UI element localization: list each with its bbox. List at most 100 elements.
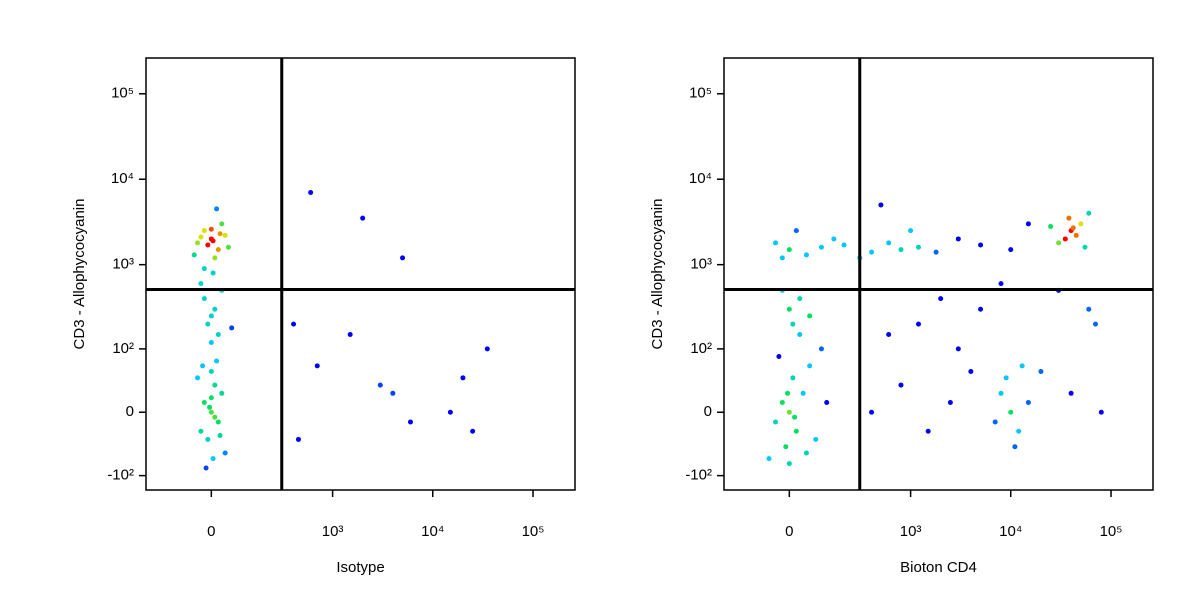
event-dot	[308, 189, 314, 195]
event-dot	[886, 332, 892, 338]
y-tick-label: 10⁴	[689, 170, 712, 187]
y-tick-label: 10⁴	[111, 170, 134, 187]
event-dot	[198, 281, 204, 287]
event-dot	[1012, 444, 1018, 450]
event-dot	[1008, 409, 1014, 415]
event-dot	[938, 296, 944, 302]
plot-frame	[145, 57, 576, 491]
event-dot	[773, 419, 779, 425]
x-tick-label: 10⁴	[999, 523, 1022, 540]
event-dot	[955, 346, 961, 352]
event-dot	[212, 414, 218, 420]
event-dot	[215, 332, 221, 338]
event-dot	[933, 249, 939, 255]
event-dot	[1086, 306, 1092, 312]
y-axis-label: CD3 - Allophycocyanin	[71, 199, 88, 350]
event-dot	[1068, 390, 1074, 396]
event-dot	[992, 419, 998, 425]
y-tick-label: -10²	[107, 467, 134, 484]
plot-frame	[723, 57, 1154, 491]
event-dot	[470, 428, 476, 434]
event-dot	[407, 419, 413, 425]
event-dot	[295, 436, 301, 442]
event-dot	[813, 436, 819, 442]
event-dot	[886, 240, 892, 246]
x-axis-label: Isotype	[336, 559, 384, 576]
event-dot	[790, 321, 796, 327]
event-dot	[978, 306, 984, 312]
event-dot	[915, 321, 921, 327]
event-dot	[925, 428, 931, 434]
event-dot	[195, 375, 201, 381]
event-dot	[208, 226, 214, 232]
event-dot	[400, 255, 406, 261]
event-dot	[222, 450, 228, 456]
event-dot	[1048, 223, 1054, 229]
event-dot	[790, 375, 796, 381]
event-dot	[229, 325, 235, 331]
event-dot	[214, 206, 220, 212]
event-dot	[803, 252, 809, 258]
event-dot	[783, 444, 789, 450]
event-dot	[222, 232, 228, 238]
x-tick-label: 10⁵	[522, 523, 545, 540]
event-dot	[824, 399, 830, 405]
y-tick-label: 10⁵	[689, 85, 712, 102]
event-dot	[1025, 399, 1031, 405]
event-dot	[779, 255, 785, 261]
event-dot	[214, 358, 220, 364]
event-dot	[212, 306, 218, 312]
event-dot	[191, 252, 197, 258]
event-dot	[208, 313, 214, 319]
event-dot	[1016, 428, 1022, 434]
y-axis-label: CD3 - Allophycocyanin	[649, 199, 666, 350]
y-tick-label: 0	[126, 403, 134, 420]
event-dot	[915, 244, 921, 250]
event-dot	[878, 202, 884, 208]
event-dot	[898, 247, 904, 253]
y-tick-label: 10²	[112, 340, 134, 357]
event-dot	[217, 432, 223, 438]
event-dot	[195, 240, 201, 246]
event-dot	[390, 390, 396, 396]
event-dot	[1078, 221, 1084, 227]
event-dot	[807, 313, 813, 319]
event-dot	[818, 346, 824, 352]
event-dot	[207, 404, 213, 410]
event-dot	[792, 414, 798, 420]
event-dot	[998, 281, 1004, 287]
event-dot	[786, 409, 792, 415]
event-dot	[786, 247, 792, 253]
event-dot	[208, 395, 214, 401]
event-dot	[978, 242, 984, 248]
event-dot	[291, 321, 297, 327]
x-tick-label: 0	[785, 523, 793, 540]
event-dot	[210, 270, 216, 276]
event-dot	[998, 390, 1004, 396]
event-dot	[210, 238, 216, 244]
event-dot	[793, 428, 799, 434]
event-dot	[1056, 240, 1062, 246]
event-dot	[797, 296, 803, 302]
event-dot	[208, 368, 214, 374]
event-dot	[776, 354, 782, 360]
event-dot	[225, 244, 231, 250]
event-dot	[773, 240, 779, 246]
event-dot	[201, 399, 207, 405]
event-dot	[1062, 236, 1068, 242]
event-dot	[1092, 321, 1098, 327]
event-dot	[908, 228, 914, 234]
event-dot	[779, 399, 785, 405]
event-dot	[797, 332, 803, 338]
event-dot	[447, 409, 453, 415]
event-dot	[217, 231, 223, 237]
event-dot	[785, 390, 791, 396]
event-dot	[841, 242, 847, 248]
event-dot	[793, 228, 799, 234]
event-dot	[198, 234, 204, 240]
event-dot	[212, 382, 218, 388]
event-dot	[1066, 215, 1072, 221]
x-tick-label: 10⁴	[421, 523, 444, 540]
event-dot	[766, 456, 772, 462]
